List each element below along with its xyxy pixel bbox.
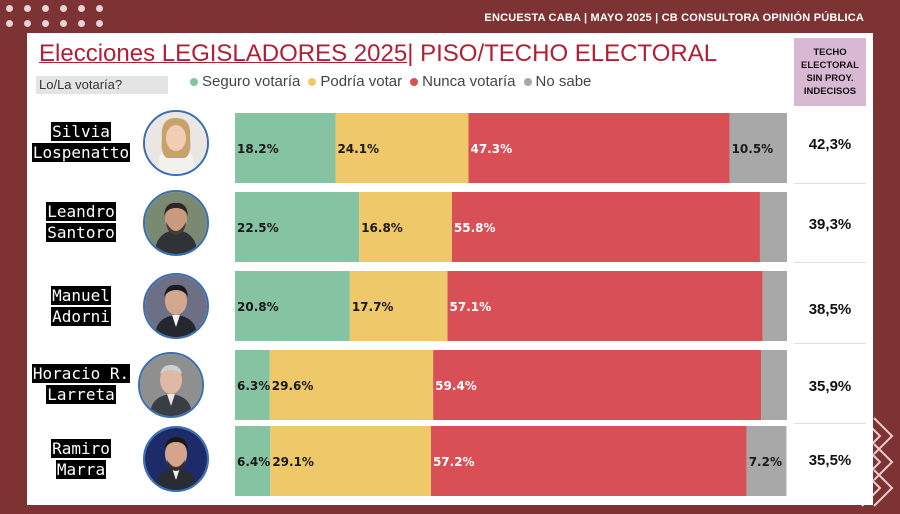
segment-nunca [430, 426, 747, 496]
data-label: 10.5% [732, 142, 774, 156]
legend-item-podria: Podría votar [308, 73, 402, 90]
techo-column-header: TECHO ELECTORAL SIN PROY. INDECISOS [794, 38, 866, 106]
segment-seguro [235, 113, 336, 183]
candidate-last-name: Adorni [51, 307, 111, 326]
row-separator [794, 343, 866, 344]
decorative-dots [4, 2, 104, 32]
legend-label: Podría votar [320, 73, 403, 90]
legend-label: Seguro votaría [202, 73, 301, 90]
candidate-name: Manuel Adorni [27, 285, 135, 327]
legend-label: No sabe [535, 73, 592, 90]
segment-nosabe [762, 271, 787, 341]
segment-podria [349, 271, 448, 341]
candidate-name: Silvia Lospenatto [27, 121, 135, 163]
legend-item-nunca: Nunca votaría [410, 73, 516, 90]
techo-value: 35,9% [808, 378, 852, 395]
chart-card: Elecciones LEGISLADORES 2025| PISO/TECHO… [27, 33, 873, 505]
title-sub: PISO/TECHO ELECTORAL [413, 40, 718, 67]
data-label: 7.2% [749, 455, 782, 469]
data-label: 57.1% [450, 300, 492, 314]
row-separator [794, 183, 866, 184]
data-label: 24.1% [337, 142, 379, 156]
data-label: 6.3% [237, 379, 270, 393]
avatar [143, 190, 209, 256]
data-label: 47.3% [470, 142, 512, 156]
segment-nunca [451, 192, 760, 262]
data-label: 29.6% [272, 379, 314, 393]
candidate-name: Leandro Santoro [27, 201, 135, 243]
candidate-first-name: Manuel [51, 286, 111, 305]
data-label: 18.2% [237, 142, 279, 156]
segment-nunca [433, 350, 762, 420]
segment-podria [335, 113, 469, 183]
techo-header-line: SIN PROY. [806, 73, 854, 84]
data-label: 16.8% [361, 221, 403, 235]
data-label: 22.5% [237, 221, 279, 235]
segment-podria [269, 350, 434, 420]
data-label: 29.1% [272, 455, 314, 469]
legend-item-seguro: Seguro votaría [190, 73, 300, 90]
segment-seguro [235, 271, 350, 341]
techo-value: 35,5% [808, 452, 852, 469]
question-label: Lo/La votaría? [36, 76, 168, 94]
avatar [143, 110, 209, 176]
legend-swatch [523, 77, 532, 86]
stacked-bar-chart: 18.2% 24.1% 47.3% 10.5% 22.5% 16.8% 55.8% 20.8%… [235, 113, 787, 496]
techo-header-line: TECHO [813, 47, 847, 58]
segment-nosabe [759, 192, 787, 262]
techo-value: 39,3% [808, 216, 852, 233]
segment-seguro [235, 192, 360, 262]
segment-seguro [235, 350, 270, 420]
techo-value: 38,5% [808, 301, 852, 318]
candidate-first-name: Silvia [51, 122, 111, 141]
title-main: Elecciones LEGISLADORES 2025 [39, 40, 408, 67]
candidate-first-name: Ramiro [51, 439, 111, 458]
segment-nunca [468, 113, 730, 183]
candidate-last-name: Santoro [46, 223, 116, 242]
segment-seguro [235, 426, 271, 496]
candidate-name: Horacio R. Larreta [27, 363, 135, 405]
techo-header-line: ELECTORAL [801, 60, 859, 71]
segment-nunca [447, 271, 763, 341]
data-label: 6.4% [237, 455, 270, 469]
techo-value: 42,3% [808, 136, 852, 153]
data-label: 17.7% [352, 300, 394, 314]
row-separator [794, 423, 866, 424]
candidate-last-name: Larreta [46, 385, 116, 404]
segment-podria [359, 192, 452, 262]
candidate-last-name: Marra [55, 460, 107, 479]
avatar [143, 426, 209, 492]
legend-swatch [190, 77, 198, 86]
segment-nosabe [746, 426, 787, 496]
legend-swatch [410, 77, 419, 86]
chart-legend: Seguro votaría Podría votar Nunca votarí… [190, 73, 591, 90]
data-label: 55.8% [454, 221, 496, 235]
survey-header: ENCUESTA CABA | MAYO 2025 | CB CONSULTOR… [484, 12, 864, 24]
chart-title: Elecciones LEGISLADORES 2025| PISO/TECHO… [39, 40, 717, 68]
legend-item-nosabe: No sabe [523, 73, 592, 90]
segment-nosabe [729, 113, 787, 183]
title-separator: | [407, 40, 414, 67]
techo-header-line: INDECISOS [803, 86, 857, 97]
legend-swatch [308, 77, 317, 86]
data-label: 20.8% [237, 300, 279, 314]
candidate-last-name: Lospenatto [31, 143, 131, 162]
row-separator [794, 262, 866, 263]
segment-podria [270, 426, 431, 496]
candidate-first-name: Leandro [46, 202, 116, 221]
avatar [138, 352, 204, 418]
avatar [143, 273, 209, 339]
data-label: 57.2% [433, 455, 475, 469]
candidate-first-name: Horacio R. [31, 364, 131, 383]
candidate-name: Ramiro Marra [27, 438, 135, 480]
segment-nosabe [761, 350, 787, 420]
data-label: 59.4% [435, 379, 477, 393]
legend-label: Nunca votaría [422, 73, 516, 90]
